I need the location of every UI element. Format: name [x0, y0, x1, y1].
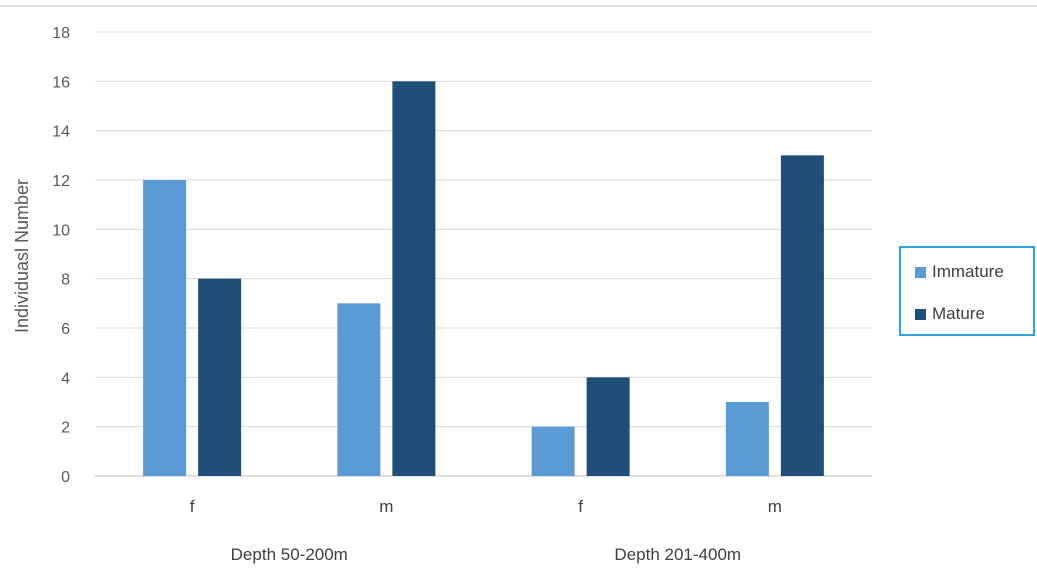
bar-mature-0 [198, 278, 242, 476]
bar-immature-2 [531, 426, 575, 476]
x-group-labels: Depth 50-200m Depth 201-400m [231, 545, 741, 564]
x-category-label: f [578, 497, 583, 516]
x-group-label: Depth 201-400m [614, 545, 741, 564]
y-axis-title: Individuasl Number [12, 179, 32, 333]
bar-mature-3 [780, 155, 824, 477]
y-tick-label: 6 [61, 321, 70, 338]
x-category-label: m [379, 497, 393, 516]
legend-entry-mature: Mature [915, 304, 985, 324]
y-tick-label: 8 [61, 272, 70, 289]
bar-mature-1 [392, 81, 436, 476]
bar-immature-0 [143, 180, 187, 476]
legend-swatch-mature [915, 308, 926, 320]
bar-immature-3 [725, 402, 769, 476]
legend-label-immature: Immature [932, 262, 1004, 281]
y-tick-label: 4 [61, 370, 70, 387]
legend-label-mature: Mature [932, 304, 985, 323]
y-tick-label: 2 [61, 420, 70, 437]
y-tick-labels: 0 2 4 6 8 10 12 14 16 18 [52, 25, 70, 486]
y-tick-label: 16 [52, 74, 70, 91]
legend-swatch-immature [915, 266, 926, 278]
y-tick-label: 18 [52, 25, 70, 42]
x-category-label: m [768, 497, 782, 516]
y-tick-label: 0 [61, 469, 70, 486]
bars [143, 81, 824, 477]
bar-immature-1 [337, 303, 381, 476]
y-tick-label: 12 [52, 173, 70, 190]
y-tick-label: 10 [52, 222, 70, 239]
legend: Immature Mature [899, 246, 1035, 336]
y-tick-label: 14 [52, 124, 70, 141]
bar-mature-2 [586, 377, 630, 476]
x-category-label: f [190, 497, 195, 516]
x-group-label: Depth 50-200m [231, 545, 348, 564]
legend-entry-immature: Immature [915, 262, 1004, 282]
